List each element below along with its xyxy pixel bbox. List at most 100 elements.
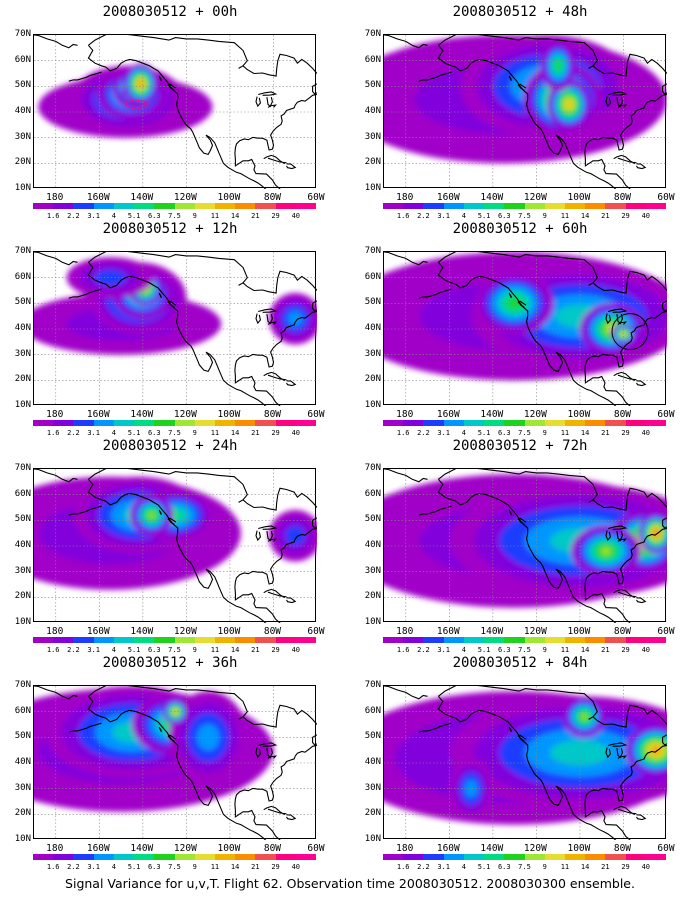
coastline: [605, 747, 611, 759]
colorbar-swatch: [73, 420, 94, 426]
colorbar-swatch: [295, 420, 317, 426]
colorbar-swatch: [443, 637, 464, 643]
colorbar-swatch: [275, 203, 296, 209]
map-canvas: [384, 252, 667, 406]
lon-label: 140W: [130, 192, 154, 203]
coastline: [508, 75, 512, 81]
lon-label: 100W: [567, 626, 591, 637]
colorbar-swatch: [544, 420, 565, 426]
lat-label: 50N: [364, 731, 381, 742]
colorbar-swatch: [93, 203, 114, 209]
colorbar-swatch: [524, 854, 545, 860]
colorbar-label: 11: [560, 863, 570, 871]
map-canvas: [34, 35, 317, 189]
colorbar-swatch: [645, 637, 667, 643]
colorbar-label: 11: [210, 863, 220, 871]
coastline: [508, 726, 512, 732]
colorbar-label: 14: [230, 863, 240, 871]
colorbar-swatch: [645, 854, 667, 860]
colorbar-label: 21: [601, 646, 610, 654]
coastline: [234, 527, 317, 623]
lon-label: 60W: [307, 843, 325, 854]
colorbar-swatch: [93, 854, 114, 860]
lon-label: 100W: [217, 192, 241, 203]
lat-label: 50N: [14, 80, 31, 91]
map-panel-84h: 2008030512 + 84h 70N 60N 50N 40N 30N 20N 10N 180…: [350, 653, 690, 871]
coastline: [255, 530, 261, 542]
lat-label: 20N: [364, 157, 381, 168]
colorbar-swatch: [443, 420, 464, 426]
lon-label: 80W: [613, 409, 632, 420]
colorbar-swatch: [154, 854, 175, 860]
colorbar-label: 11: [210, 429, 220, 437]
coastline: [286, 814, 297, 821]
figure-caption: Signal Variance for u,v,T. Flight 62. Ob…: [65, 876, 635, 891]
lon-label: 180: [46, 843, 64, 854]
variance-contour: [555, 61, 562, 71]
colorbar-label: 6.3: [147, 646, 161, 654]
coastline: [418, 71, 452, 82]
variance-map: [383, 468, 667, 623]
lat-label: 40N: [364, 106, 381, 116]
colorbar-label: 1.6: [46, 646, 60, 654]
colorbar-swatch: [544, 854, 565, 860]
lon-label: 120W: [173, 843, 197, 854]
colorbar-swatch: [484, 420, 505, 426]
coastline: [613, 588, 638, 598]
colorbar-label: 6.3: [147, 429, 161, 437]
coastline: [267, 321, 277, 325]
lat-label: 50N: [364, 297, 381, 308]
colorbar-swatch: [134, 854, 155, 860]
lat-label: 60N: [14, 488, 31, 499]
coastline: [312, 734, 317, 746]
coastline: [608, 742, 628, 747]
lat-label: 30N: [364, 348, 381, 359]
colorbar-label: 9: [192, 429, 197, 437]
lon-label: 140W: [130, 409, 154, 420]
colorbar: [383, 420, 667, 426]
colorbar-swatch: [585, 203, 606, 209]
colorbar-label: 7.5: [168, 646, 181, 654]
coastline: [613, 154, 638, 164]
coastline: [242, 53, 317, 77]
coastline: [167, 734, 177, 742]
lat-label: 70N: [14, 680, 31, 690]
map-canvas: [384, 35, 667, 189]
lon-label: 180: [396, 192, 414, 203]
lat-label: 30N: [14, 565, 31, 576]
colorbar-swatch: [484, 637, 505, 643]
lat-label: 40N: [14, 757, 31, 767]
colorbar-label: 6.3: [497, 646, 511, 654]
colorbar-label: 21: [601, 212, 610, 220]
lon-label: 180: [46, 192, 64, 203]
map-panel-24h: 2008030512 + 24h 70N 60N 50N 40N 30N 20N 10N 180…: [0, 436, 340, 654]
lat-label: 20N: [364, 591, 381, 602]
lon-label: 60W: [657, 843, 675, 854]
coastline: [87, 261, 267, 406]
colorbar-label: 2.2: [417, 429, 430, 437]
lon-label: 140W: [480, 626, 504, 637]
coastline: [263, 588, 288, 598]
colorbar-label: 11: [560, 429, 570, 437]
colorbar-label: 1.6: [396, 646, 410, 654]
colorbar-label: 40: [291, 212, 300, 220]
colorbar-label: 14: [580, 429, 590, 437]
lon-label: 120W: [173, 626, 197, 637]
variance-map: [33, 468, 317, 623]
coastline: [384, 252, 428, 266]
coastline: [584, 93, 667, 189]
coastline: [605, 96, 611, 108]
lon-label: 180: [396, 843, 414, 854]
colorbar-swatch: [295, 637, 317, 643]
coastline: [88, 35, 248, 69]
colorbar-label: 14: [230, 429, 240, 437]
colorbar-label: 6.3: [497, 863, 511, 871]
lat-label: 70N: [364, 463, 381, 473]
lat-label: 10N: [14, 834, 31, 844]
coastline: [617, 538, 627, 542]
coastline: [258, 308, 278, 313]
colorbar-label: 14: [580, 646, 590, 654]
coastline: [234, 93, 317, 189]
lat-label: 60N: [14, 271, 31, 282]
coastline: [255, 313, 261, 325]
